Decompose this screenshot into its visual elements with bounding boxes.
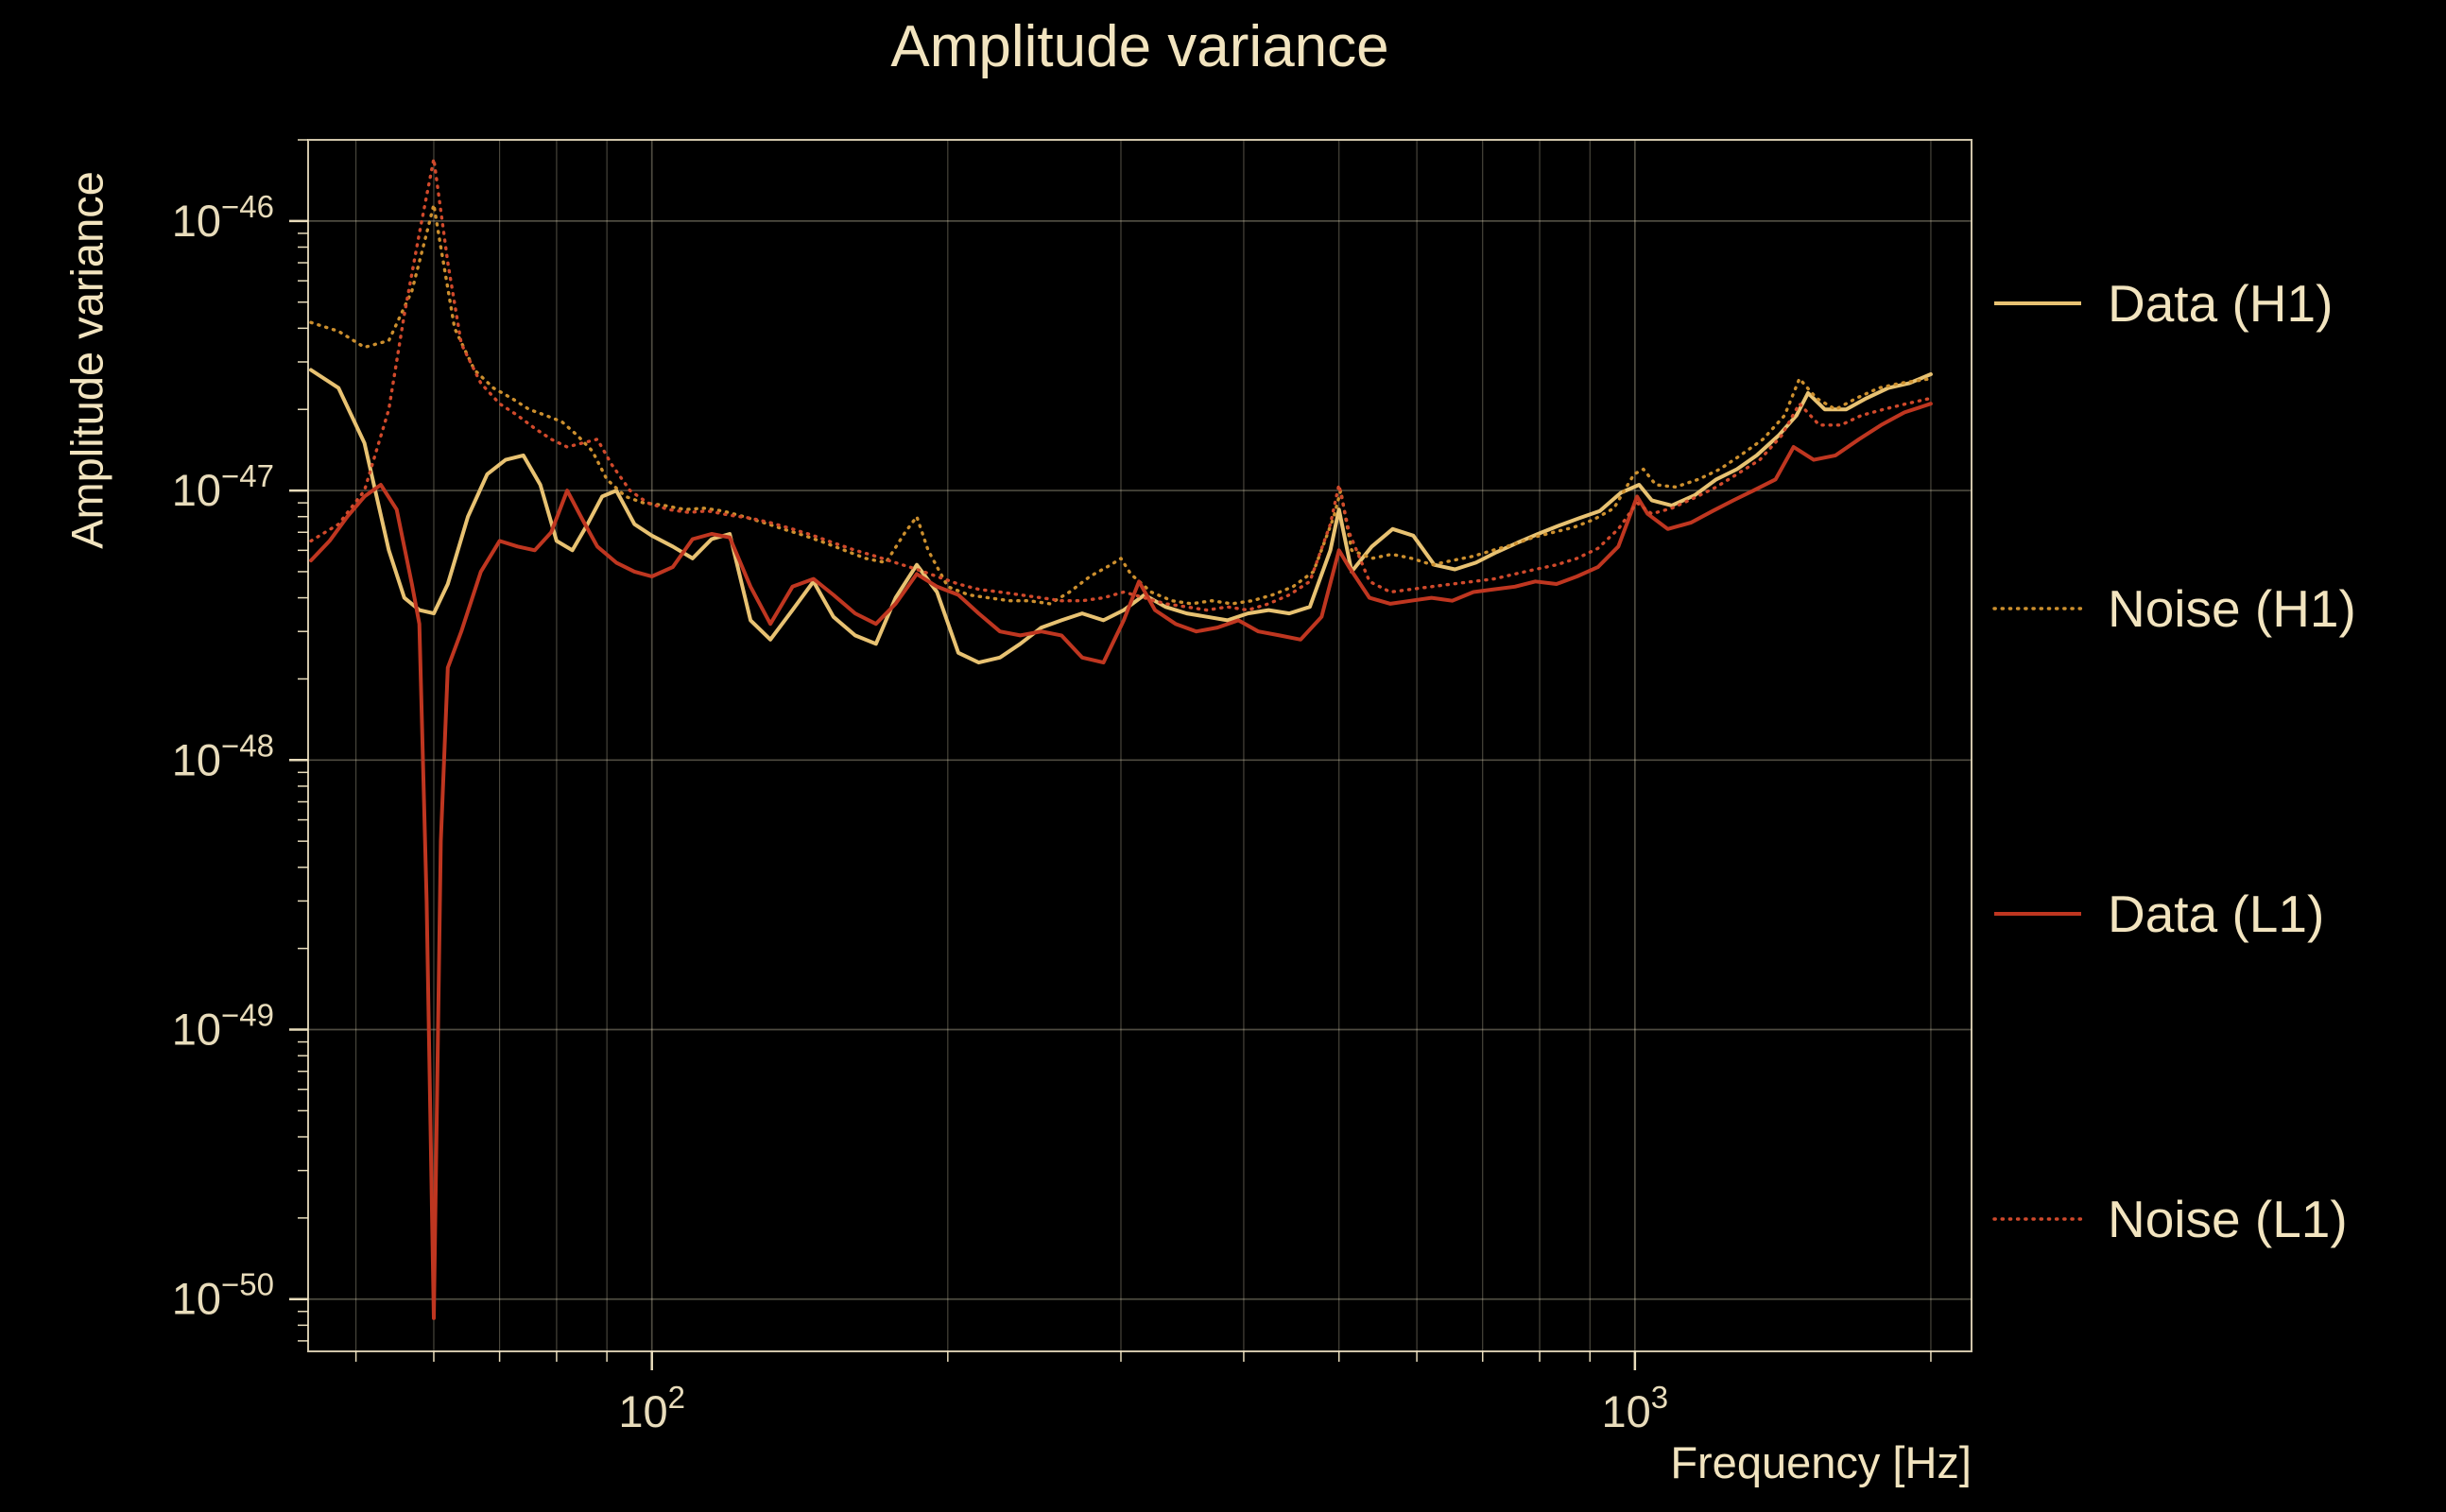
series-noise-h1 (309, 202, 1933, 606)
chart-title: Amplitude variance (890, 14, 1389, 79)
series-data-h1 (309, 368, 1933, 665)
y-tick-label: 10−48 (172, 728, 274, 784)
y-tick-label: 10−46 (172, 189, 274, 246)
series-data-l1 (309, 402, 1933, 1320)
x-tick-label: 103 (1602, 1380, 1669, 1436)
y-axis-label: Amplitude variance (61, 171, 112, 549)
x-axis-label: Frequency [Hz] (1670, 1437, 1972, 1487)
y-tick-label: 10−49 (172, 998, 274, 1055)
x-tick-label: 102 (618, 1380, 685, 1436)
y-tick-label: 10−47 (172, 458, 274, 515)
y-tick-label: 10−50 (172, 1267, 274, 1324)
plot-frame (307, 139, 1972, 1352)
